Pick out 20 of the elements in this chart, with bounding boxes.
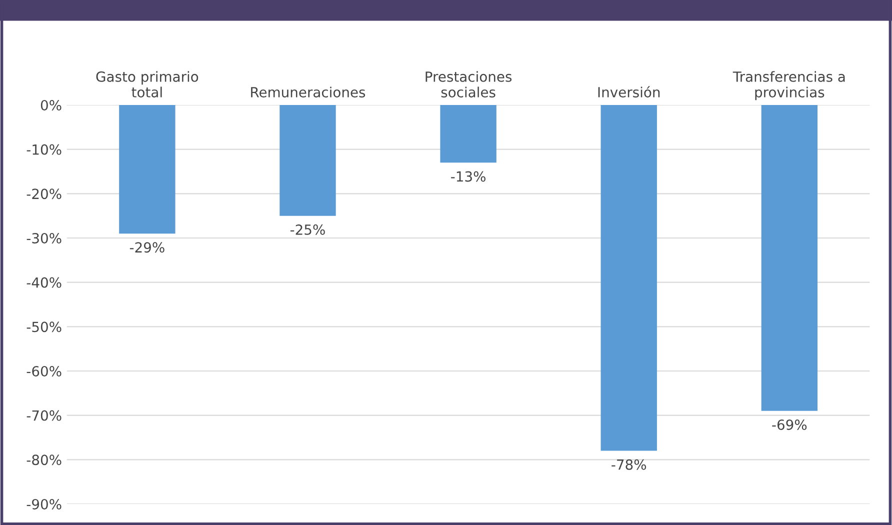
- x-tick-label: Prestaciones sociales: [426, 71, 512, 98]
- y-tick-label: -20%: [26, 188, 62, 200]
- y-tick-label: -30%: [26, 232, 62, 244]
- y-tick-label: -70%: [26, 410, 62, 421]
- data-label: -13%: [451, 171, 486, 182]
- data-label: -25%: [290, 224, 325, 235]
- x-tick-label: Transferencias a provincias: [732, 71, 845, 100]
- data-label: -78%: [612, 459, 646, 470]
- y-tick-label: -60%: [26, 366, 62, 376]
- y-tick-label: -90%: [26, 498, 62, 510]
- x-tick-label: Gasto primario total: [96, 71, 198, 98]
- y-tick-label: 0%: [40, 100, 62, 110]
- data-label: -69%: [772, 419, 807, 430]
- y-tick-label: -40%: [26, 277, 62, 288]
- y-tick-label: -50%: [26, 322, 62, 332]
- y-tick-label: -10%: [26, 144, 62, 155]
- data-label: -29%: [130, 242, 164, 253]
- y-tick-label: -80%: [26, 454, 62, 466]
- x-tick-label: Inversión: [598, 86, 660, 98]
- x-tick-label: Remuneraciones: [251, 86, 366, 98]
